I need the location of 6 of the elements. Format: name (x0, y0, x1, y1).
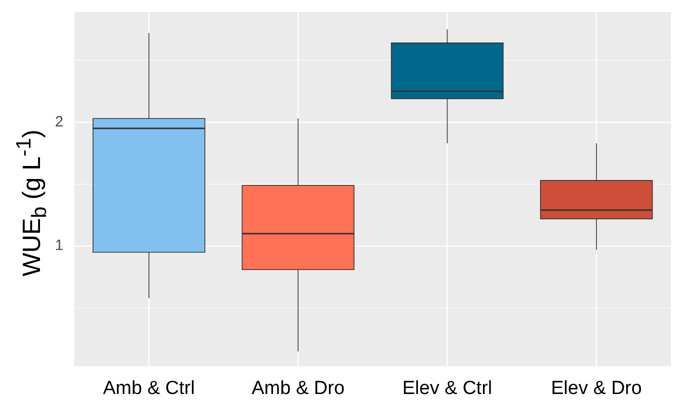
x-tick-label: Elev & Dro (551, 378, 642, 399)
y-tick-label: 2 (55, 113, 64, 130)
y-tick-label: 1 (55, 237, 64, 254)
x-tick-label: Elev & Ctrl (402, 378, 492, 399)
x-tick-label: Amb & Dro (252, 378, 345, 399)
x-tick-label: Amb & Ctrl (102, 378, 195, 399)
